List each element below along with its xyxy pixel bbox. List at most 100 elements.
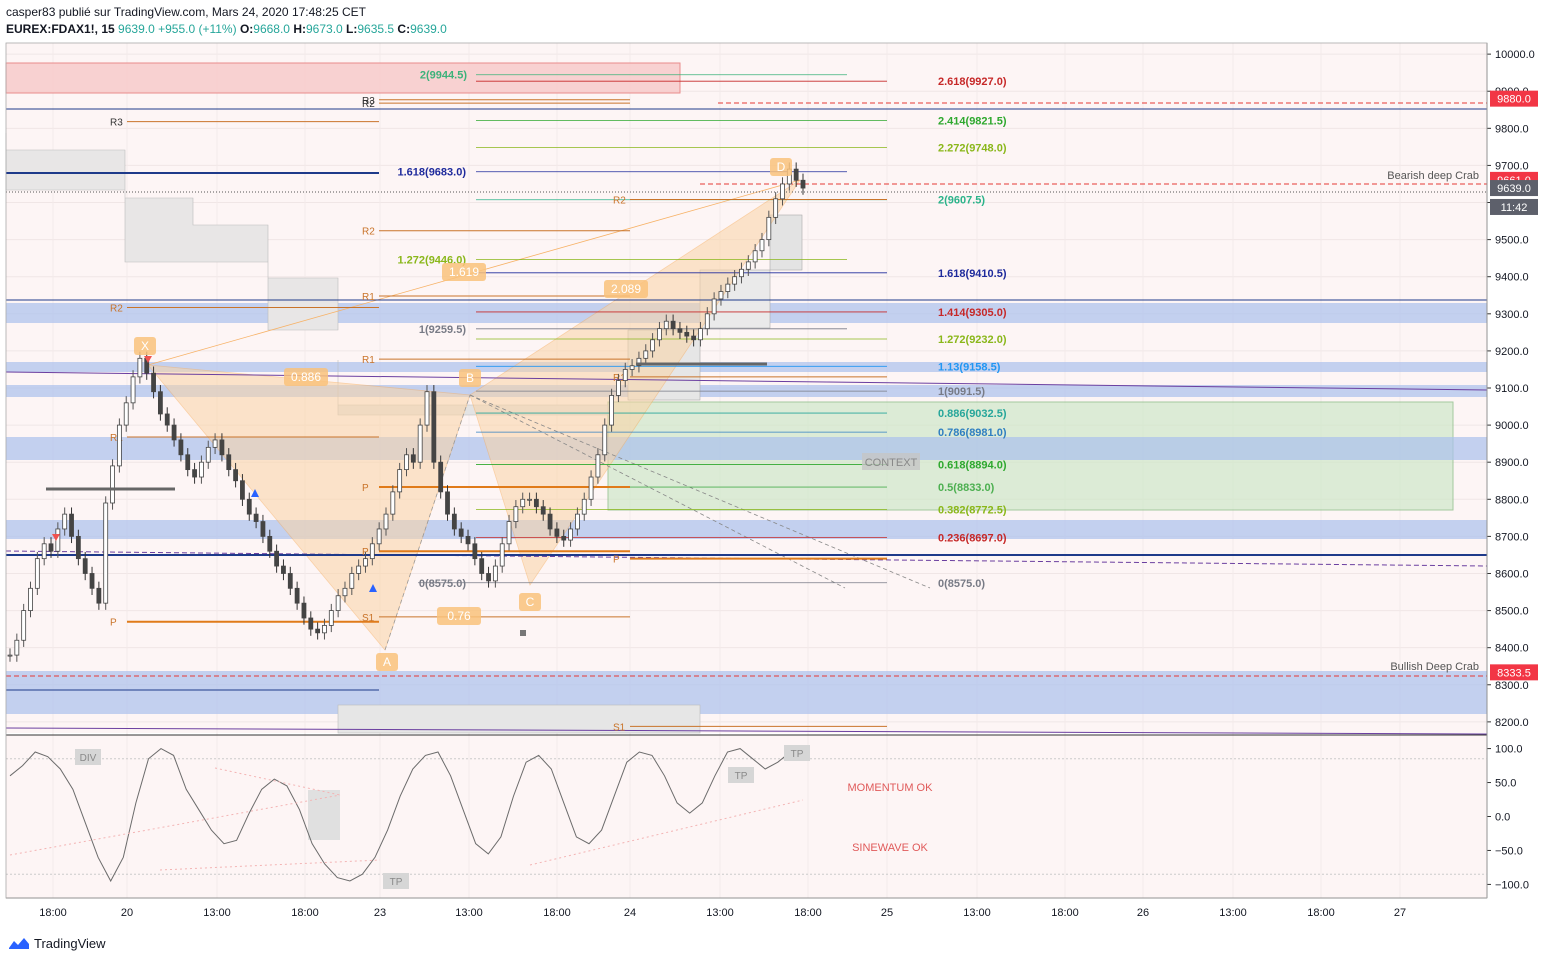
candle-body (233, 469, 238, 482)
candle-body (226, 454, 232, 471)
candle-body (554, 528, 560, 537)
pivot-label: R2 (362, 99, 375, 110)
annotation-label: CONTEXT (865, 457, 918, 469)
candle-body (595, 454, 601, 478)
open-value: 9668.0 (253, 22, 290, 36)
candle-body (609, 395, 614, 426)
price-badge-label: 9880.0 (1497, 94, 1531, 106)
osc-divergence-line (159, 859, 381, 871)
candle-body (219, 439, 225, 456)
close-value: 9639.0 (410, 22, 447, 36)
candle-body (486, 573, 491, 582)
pivot-label: R2 (362, 227, 375, 238)
pivot-label: R1 (110, 433, 123, 444)
candle-body (492, 565, 498, 582)
time-tick-label: 13:00 (963, 907, 991, 919)
blue-zone (6, 520, 1487, 539)
osc-tick-label: 100.0 (1495, 744, 1523, 756)
pivot-label: S1 (362, 613, 375, 624)
price-tick-label: 9000.0 (1495, 420, 1529, 432)
down-triangle-marker (52, 534, 60, 541)
candle-body (663, 320, 669, 330)
candle-body (404, 454, 409, 471)
candle-body (240, 480, 245, 500)
ratio-label: 0.76 (447, 609, 471, 623)
candle-body (260, 521, 266, 537)
candle-body (513, 506, 519, 522)
candle-body (643, 350, 649, 359)
candle-body (383, 513, 389, 530)
time-tick-label: 13:00 (1219, 907, 1247, 919)
osc-marker-label: TP (791, 749, 804, 760)
candle-body (629, 365, 635, 370)
tradingview-logo-icon (9, 938, 29, 949)
price-badge (1490, 198, 1538, 215)
pivot-label: R2 (613, 196, 626, 207)
candle-body (103, 502, 109, 604)
candle-body (62, 513, 68, 530)
candle-body (657, 328, 662, 341)
price-badge (1490, 664, 1538, 681)
price-tick-label: 9800.0 (1495, 123, 1529, 135)
price-tick-label: 8700.0 (1495, 531, 1529, 543)
candle-body (123, 402, 129, 426)
candle-body (650, 339, 656, 352)
osc-marker-label: TP (735, 771, 748, 782)
candle-body (759, 239, 765, 252)
ratio-badge (284, 368, 328, 386)
candle-body (438, 461, 444, 493)
pivot-label: P (362, 483, 369, 494)
candle-body (335, 595, 341, 611)
pivot-label: R1 (613, 373, 626, 384)
candle-body (281, 565, 286, 574)
pattern-point-label: C (526, 595, 535, 609)
time-tick-label: 13:00 (203, 907, 231, 919)
candle-body (376, 528, 382, 545)
fib-level-label: 0.786(8981.0) (938, 427, 1007, 439)
candle-body (34, 558, 40, 589)
symbol-label: EUREX:FDAX1!, 15 (6, 22, 115, 36)
candle-body (287, 573, 293, 589)
candle-body (458, 528, 464, 537)
price-tick-label: 8200.0 (1495, 717, 1529, 729)
pattern-point-badge (134, 337, 156, 355)
candle-body (520, 498, 526, 508)
candle-body (349, 573, 355, 589)
time-tick-label: 23 (374, 907, 386, 919)
candle-body (506, 521, 512, 545)
purple-bottom-line (5, 727, 1488, 735)
time-tick-label: 26 (1137, 907, 1149, 919)
fib-level-label: 2.272(9748.0) (938, 143, 1007, 155)
candle-body (363, 558, 368, 567)
candle-body (192, 469, 197, 478)
candle-body (294, 587, 300, 604)
osc-gray-box (308, 790, 340, 840)
candle-body (499, 543, 505, 567)
low-label: L: (346, 22, 358, 36)
blue-zone (6, 362, 1487, 372)
candle-body (575, 513, 580, 530)
candle-body (328, 610, 334, 626)
candle-body (739, 268, 744, 278)
price-badge-label: 8333.5 (1497, 667, 1531, 679)
candle-body (342, 587, 348, 597)
pivot-label: R3 (362, 96, 375, 107)
osc-marker-badge (75, 749, 101, 765)
price-badge-label: 11:42 (1501, 202, 1528, 214)
osc-tick-label: −50.0 (1495, 845, 1523, 857)
candle-body (691, 335, 697, 341)
ratio-label: 0.886 (291, 370, 321, 384)
candle-body (533, 498, 539, 508)
candle-body (157, 391, 163, 415)
candle-body (7, 654, 13, 657)
candle-body (588, 476, 594, 500)
price-tick-label: 9100.0 (1495, 383, 1529, 395)
gray-box-3 (769, 214, 803, 271)
pivot-label: R3 (110, 118, 123, 129)
time-tick-label: 13:00 (455, 907, 483, 919)
price-chart[interactable]: 2(9944.5) 2.618(9927.0) 2.414(9821.5) 2.272… (0, 0, 1549, 930)
purple-trendline (5, 371, 1488, 391)
fib-level-label: 1.272(9232.0) (938, 334, 1007, 346)
publish-info: casper83 publié sur TradingView.com, Mar… (6, 5, 366, 19)
candle-body (527, 498, 532, 501)
